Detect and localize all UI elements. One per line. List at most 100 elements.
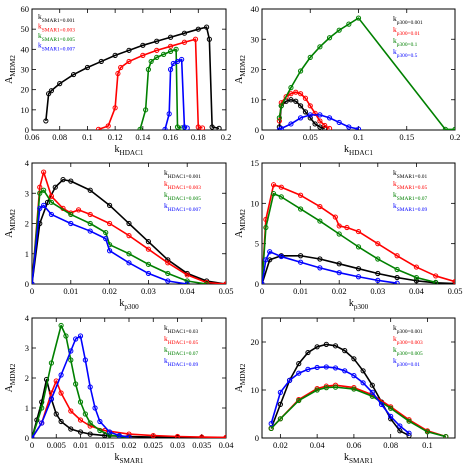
data-point (276, 115, 282, 121)
x-tick-label: 0.1 (82, 132, 93, 142)
y-tick-label: 3 (25, 343, 29, 353)
data-point (413, 278, 419, 284)
x-tick-label: 0.035 (192, 440, 211, 450)
legend-entry: kHDAC1=0.003 (164, 179, 201, 191)
legend-entry: kSMAR1=0.09 (393, 201, 428, 213)
data-point (126, 220, 132, 227)
x-tick-label: 0 (260, 132, 264, 142)
data-point (137, 126, 143, 130)
y-tick-label: 0 (255, 433, 259, 443)
legend-entry: kSMAR1=0.007 (38, 41, 75, 53)
y-tick-label: 10 (251, 95, 260, 105)
chart-panel-5: 0 0.005 0.01 0.015 0.02 0.025 0.03 0.035 0.04 0 1 2… (4, 313, 234, 463)
data-point (223, 281, 226, 284)
data-point (263, 257, 269, 263)
x-tick-label: 0.2 (221, 132, 232, 142)
data-point (167, 66, 174, 73)
data-point (126, 431, 132, 437)
series-line (262, 192, 436, 284)
data-point (58, 418, 64, 425)
data-point (314, 344, 320, 350)
data-point (174, 433, 181, 438)
data-point (307, 103, 313, 109)
data-point (317, 265, 323, 271)
y-tick-label: 30 (251, 34, 260, 44)
data-point (140, 42, 146, 48)
data-point (77, 417, 84, 423)
data-point (184, 125, 190, 130)
x-tick-label: 0.005 (47, 440, 66, 450)
data-point (167, 48, 174, 54)
data-point (298, 103, 304, 109)
data-point (375, 277, 381, 283)
data-point (355, 274, 362, 280)
series-line (270, 366, 410, 434)
x-tick-label: 0.05 (448, 286, 463, 296)
y-tick-label: 1 (25, 249, 29, 259)
data-point (126, 47, 132, 53)
data-point (97, 427, 103, 434)
data-point (317, 112, 323, 118)
data-point (223, 434, 226, 438)
data-point (369, 389, 375, 395)
x-tick-label: 0.03 (141, 286, 156, 296)
data-point (270, 191, 277, 197)
legend-entry: kp300=0.01 (393, 25, 420, 37)
x-tick-label: 0.16 (163, 132, 178, 142)
data-point (442, 126, 448, 130)
legend-entry: kp300=0.01 (393, 356, 420, 368)
data-point (298, 115, 304, 121)
x-tick-label: 0.02 (273, 440, 288, 450)
data-point (216, 125, 222, 130)
legend-entry: kp300=0.5 (393, 47, 418, 59)
x-tick-label: 0.04 (180, 286, 196, 296)
x-tick-label: 0.025 (144, 440, 163, 450)
data-point (296, 370, 302, 376)
data-point (58, 322, 64, 329)
data-point (145, 246, 151, 252)
data-point (52, 184, 58, 190)
data-point (145, 270, 151, 277)
data-point (270, 182, 277, 188)
data-point (351, 356, 357, 362)
y-axis-label: AMDM2 (234, 363, 247, 392)
data-point (181, 124, 188, 130)
data-point (162, 126, 168, 130)
data-point (332, 384, 339, 390)
data-point (278, 125, 284, 130)
y-tick-label: 60 (21, 4, 30, 14)
data-point (170, 60, 176, 67)
data-point (48, 199, 55, 205)
data-point (154, 54, 160, 61)
data-point (167, 34, 174, 40)
data-point (68, 220, 74, 227)
x-tick-label: 0.06 (346, 440, 361, 450)
data-point (298, 253, 304, 259)
y-tick-label: 50 (21, 24, 30, 34)
x-axis-label: kSMAR1 (344, 452, 373, 463)
data-point (413, 274, 419, 281)
data-point (107, 202, 113, 208)
data-point (58, 390, 64, 396)
x-tick-label: 0.04 (310, 440, 326, 450)
data-point (317, 256, 323, 262)
data-point (278, 194, 284, 200)
y-tick-label: 10 (251, 198, 260, 208)
data-point (209, 124, 215, 130)
data-point (369, 382, 375, 388)
legend-entry: kHDAC1=0.001 (164, 168, 201, 180)
series-line (32, 378, 226, 438)
data-point (184, 281, 190, 284)
data-point (375, 241, 381, 247)
data-point (68, 348, 74, 354)
legend-entry: kp300=0.005 (393, 345, 423, 357)
series-line (98, 38, 203, 130)
series-line (32, 380, 226, 438)
legend-entry: kHDAC1=0.07 (164, 345, 198, 357)
data-point (355, 15, 362, 21)
legend-entry: kHDAC1=0.05 (164, 334, 198, 346)
data-point (288, 85, 294, 91)
data-point (443, 433, 449, 438)
data-point (173, 46, 179, 52)
y-tick-label: 1 (25, 403, 29, 413)
